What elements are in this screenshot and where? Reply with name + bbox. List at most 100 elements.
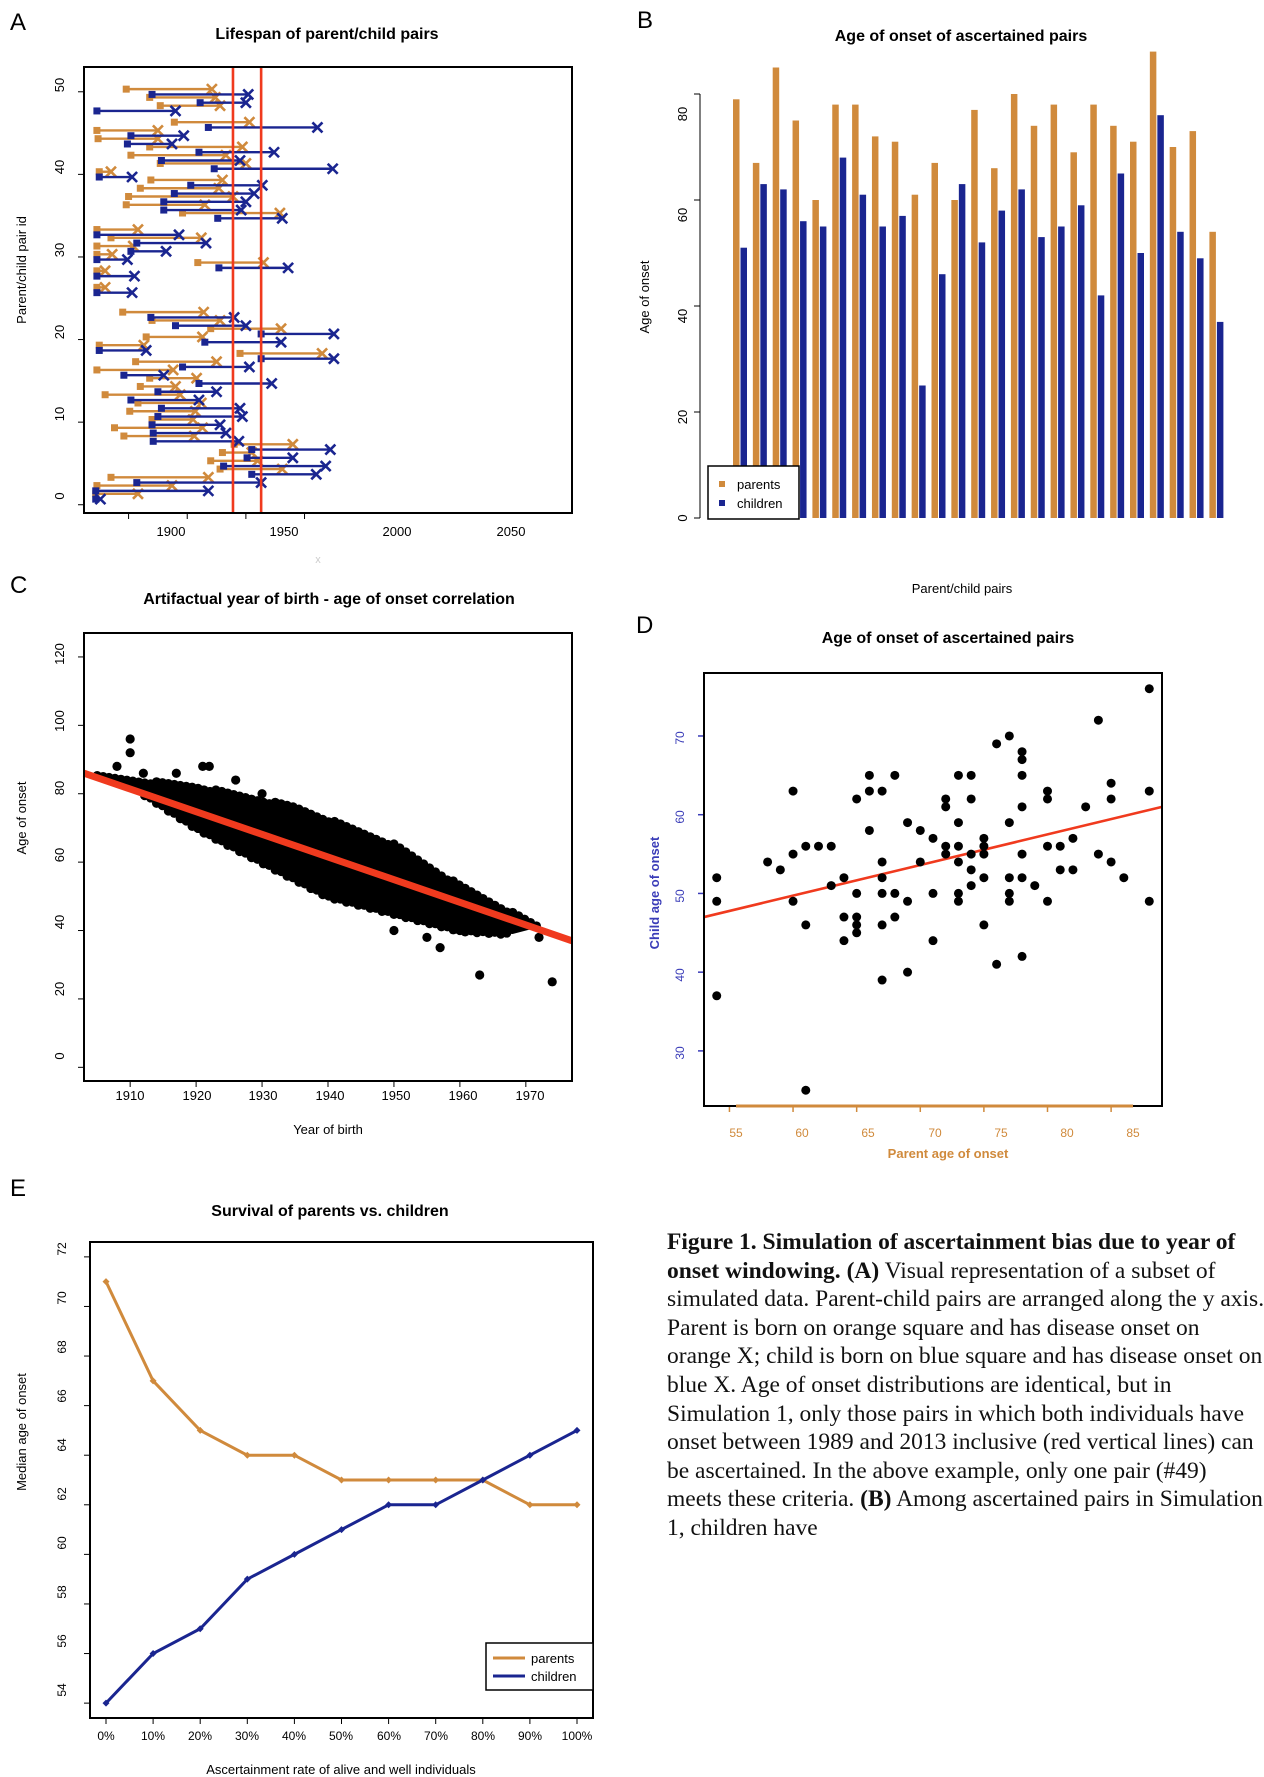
scatter-point [1017, 951, 1027, 961]
parent-bar [891, 141, 899, 518]
x-tick-label: 30% [235, 1729, 259, 1743]
child-birth-marker [149, 437, 157, 445]
scatter-point [992, 959, 1002, 969]
scatter-point [422, 932, 432, 942]
scatter-point [1017, 849, 1027, 859]
y-tick-label: 10 [52, 407, 67, 421]
parent-onset-marker [167, 364, 180, 376]
y-tick-label: 100 [52, 710, 67, 732]
y-tick-label: 0 [52, 1052, 67, 1059]
child-onset-marker [126, 171, 139, 183]
parent-birth-marker [179, 209, 187, 217]
y-tick-label: 54 [55, 1683, 69, 1697]
x-tick-label: 80% [471, 1729, 495, 1743]
scatter-point [1106, 794, 1116, 804]
parents-point [102, 1278, 110, 1286]
scatter-point [966, 865, 976, 875]
child-birth-marker [93, 107, 101, 115]
scatter-point [125, 748, 135, 758]
scatter-point [1043, 841, 1052, 851]
parent-birth-marker [94, 135, 102, 143]
child-bar [740, 247, 747, 518]
panel-c-plot [78, 656, 574, 1087]
parent-birth-marker [132, 358, 140, 366]
x-tick-label: 1930 [249, 1088, 278, 1103]
child-birth-marker [93, 289, 101, 297]
scatter-point [864, 770, 874, 780]
y-tick-label: 68 [55, 1340, 69, 1354]
child-bar [1117, 173, 1125, 518]
legend-box [485, 1642, 594, 1691]
scatter-point [953, 857, 963, 867]
child-bar [760, 184, 767, 518]
child-bar [780, 189, 787, 518]
x-tick-label: 85 [1126, 1126, 1140, 1140]
x-tick-label: 2050 [497, 524, 526, 539]
parent-bar [871, 136, 879, 518]
legend-label-parents: parents [737, 477, 781, 492]
child-bar [1058, 226, 1065, 518]
y-tick-label: 80 [675, 107, 690, 121]
child-birth-marker [214, 214, 222, 222]
parent-birth-marker [127, 151, 135, 159]
children-point [385, 1501, 393, 1509]
scatter-point [864, 825, 874, 835]
scatter-point [877, 975, 887, 985]
scatter-point [169, 808, 179, 818]
x-tick-label: 1920 [183, 1088, 212, 1103]
child-birth-marker [123, 140, 131, 148]
child-onset-marker [327, 352, 340, 365]
panel-c-title: Artifactual year of birth - age of onset… [143, 591, 515, 608]
child-birth-marker [92, 495, 100, 503]
parent-onset-marker [169, 380, 182, 393]
child-onset-marker [166, 138, 178, 150]
scatter-point [877, 857, 887, 867]
parent-onset-marker [99, 264, 112, 277]
parents-point [338, 1476, 345, 1484]
parent-birth-marker [93, 250, 101, 258]
child-bar [819, 226, 827, 518]
parent-birth-marker [93, 226, 101, 234]
scatter-point [788, 849, 798, 859]
parents-line [104, 1281, 577, 1507]
y-tick-label: 0 [675, 514, 690, 521]
scatter-point [231, 775, 241, 785]
child-onset-marker [319, 460, 332, 473]
panel-d: D Age of onset of ascertained pairs Chil… [636, 612, 1163, 1161]
x-tick-label: 60 [795, 1126, 809, 1140]
scatter-point [852, 794, 862, 804]
scatter-point [852, 888, 862, 898]
child-bar [919, 385, 926, 518]
parent-onset-marker [216, 174, 229, 186]
child-birth-marker [93, 256, 101, 264]
panel-c-ylabel: Age of onset [14, 781, 29, 854]
child-birth-marker [93, 231, 101, 239]
scatter-point [877, 888, 887, 898]
parent-birth-marker [126, 407, 134, 415]
scatter-point [547, 977, 557, 987]
scatter-point [1144, 896, 1154, 906]
child-birth-marker [95, 346, 103, 354]
child-birth-marker [170, 190, 178, 198]
child-birth-marker [133, 479, 141, 487]
child-birth-marker [147, 313, 155, 321]
child-bar [939, 274, 946, 518]
scatter-point [788, 896, 798, 906]
children-point [526, 1451, 534, 1459]
child-birth-marker [248, 470, 256, 478]
child-birth-marker [157, 404, 165, 412]
panel-e-plot [84, 1256, 581, 1724]
scatter-point [1144, 684, 1154, 694]
panel-d-xlabel: Parent age of onset [888, 1146, 1009, 1161]
scatter-point [839, 912, 849, 922]
child-birth-marker [195, 379, 203, 387]
panel-b-title: Age of onset of ascertained pairs [835, 28, 1088, 45]
scatter-point [198, 761, 208, 771]
child-onset-marker [210, 385, 223, 398]
child-onset-marker [236, 410, 249, 423]
parents-point [149, 1377, 157, 1385]
child-bar [958, 184, 966, 518]
child-onset-marker [268, 146, 280, 159]
parent-bar [1070, 152, 1077, 519]
